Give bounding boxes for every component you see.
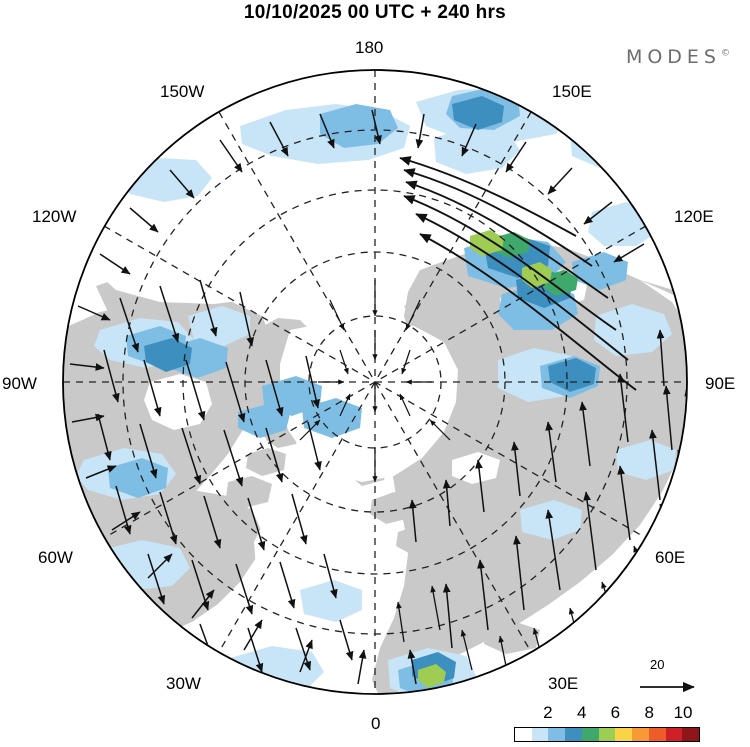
map-contents <box>63 70 687 694</box>
colorbar-band-2 <box>548 728 566 741</box>
copyright-mark: © <box>721 48 730 59</box>
colorbar-band-6 <box>615 728 633 741</box>
lon-label-180: 180 <box>355 38 384 57</box>
precip-band-5 <box>418 230 552 688</box>
colorbar-band-4 <box>581 728 599 741</box>
lon-label-60e: 60E <box>655 548 686 567</box>
polar-stereographic-map[interactable] <box>0 30 750 720</box>
lon-label-120e: 120E <box>674 207 714 226</box>
lon-label-120w: 120W <box>32 207 77 226</box>
colorbar-band-5 <box>598 728 616 741</box>
colorbar-tick-4: 4 <box>576 703 587 722</box>
colorbar-band-8 <box>648 728 666 741</box>
colorbar-band-10 <box>682 728 700 741</box>
colorbar-ticks: 2 4 6 8 10 <box>514 703 700 725</box>
map-canvas[interactable]: 180 150W 150E 120W 120E 90W 90E 60W 60E … <box>0 30 750 733</box>
colorbar-tick-10: 10 <box>673 703 693 722</box>
lon-label-30e: 30E <box>548 674 579 693</box>
colorbar-band-1 <box>531 728 549 741</box>
colorbar[interactable]: 2 4 6 8 10 <box>514 703 700 745</box>
lon-label-30w: 30W <box>166 674 201 693</box>
colorbar-band-9 <box>665 728 683 741</box>
lon-label-150w: 150W <box>160 82 205 101</box>
lon-label-0: 0 <box>371 714 381 733</box>
lon-label-150e: 150E <box>552 82 592 101</box>
wind-vector-legend: 20 <box>636 657 732 703</box>
colorbar-band-3 <box>565 728 582 741</box>
lon-label-90e: 90E <box>705 374 736 393</box>
colorbar-tick-6: 6 <box>610 703 621 722</box>
lon-label-60w: 60W <box>38 548 73 567</box>
colorbar-tick-8: 8 <box>644 703 654 722</box>
colorbar-band-7 <box>632 728 649 741</box>
wind-scale-arrow-icon <box>640 681 695 693</box>
lon-label-90w: 90W <box>2 374 37 393</box>
colorbar-bands[interactable] <box>514 727 700 742</box>
map-outer-boundary <box>62 69 688 695</box>
colorbar-band-0 <box>515 728 532 741</box>
wind-scale-value: 20 <box>650 657 665 672</box>
logo-text: MODES <box>625 46 721 68</box>
page-title: 10/10/2025 00 UTC + 240 hrs <box>243 2 507 23</box>
colorbar-tick-2: 2 <box>543 703 553 722</box>
modes-logo: MODES© <box>626 46 730 68</box>
